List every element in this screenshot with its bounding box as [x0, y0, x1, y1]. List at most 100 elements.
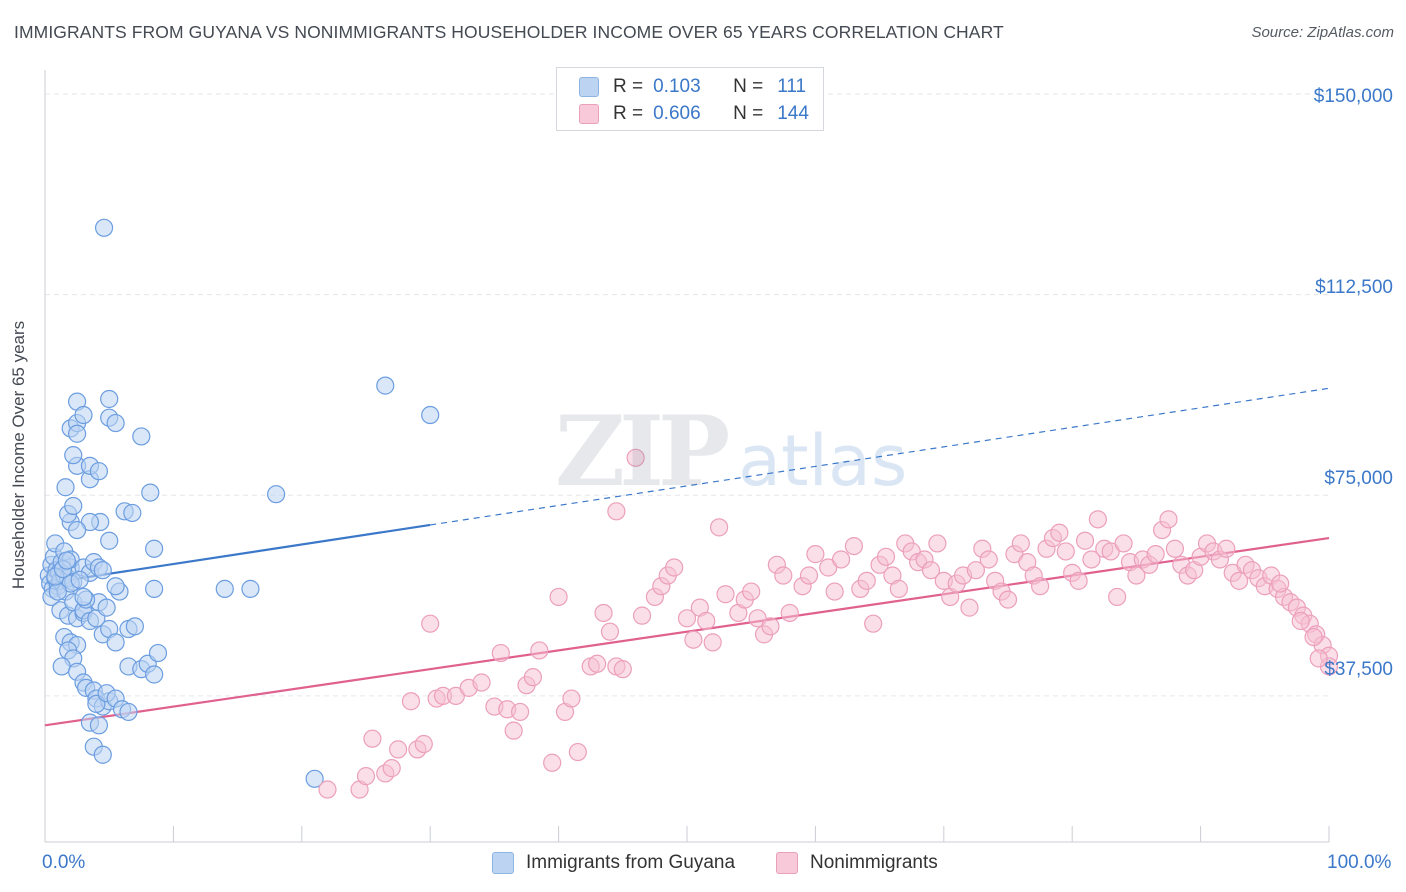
data-point-nonimmigrant: [356, 767, 376, 786]
data-point-nonimmigrant: [998, 590, 1018, 609]
data-point-guyana: [93, 745, 112, 764]
data-point-nonimmigrant: [607, 502, 626, 521]
data-point-guyana: [145, 579, 164, 598]
legend-item-guyana: Immigrants from Guyana: [492, 852, 735, 874]
data-point-nonimmigrant: [716, 585, 735, 604]
legend-item-nonimmigrants: Nonimmigrants: [776, 852, 938, 874]
n-value: 111: [777, 76, 807, 97]
data-point-guyana: [376, 376, 395, 395]
data-point-nonimmigrant: [382, 759, 401, 778]
data-point-nonimmigrant: [1159, 510, 1178, 529]
data-point-nonimmigrant: [1082, 550, 1101, 569]
data-point-guyana: [80, 512, 100, 532]
blue-swatch: [579, 77, 599, 97]
data-point-nonimmigrant: [780, 603, 799, 623]
legend-label: Immigrants from Guyana: [526, 852, 736, 873]
data-point-nonimmigrant: [523, 668, 543, 687]
data-point-nonimmigrant: [588, 654, 607, 673]
blue-swatch: [492, 852, 514, 874]
data-point-nonimmigrant: [1127, 566, 1146, 585]
data-point-nonimmigrant: [626, 448, 645, 467]
r-value: 0.103: [653, 76, 701, 97]
data-point-guyana: [93, 561, 112, 580]
legend-row-nonimmigrants: R = 0.606 N = 144: [579, 102, 809, 126]
data-point-nonimmigrant: [1309, 649, 1328, 668]
data-point-nonimmigrant: [401, 692, 421, 711]
data-point-guyana: [145, 539, 164, 558]
data-point-guyana: [52, 657, 71, 676]
data-point-nonimmigrant: [1271, 574, 1290, 593]
data-point-nonimmigrant: [1304, 627, 1323, 647]
data-point-guyana: [305, 769, 324, 788]
y-axis-label: Householder Income Over 65 years: [9, 320, 28, 590]
series-nonimmigrants-points: [318, 448, 1339, 799]
y-tick-label: $37,500: [1324, 659, 1393, 680]
data-point-guyana: [267, 485, 286, 504]
data-point-nonimmigrant: [318, 780, 337, 799]
data-point-guyana: [56, 478, 75, 497]
x-tick-label-min: 0.0%: [42, 852, 86, 873]
data-point-nonimmigrant: [562, 689, 581, 708]
data-point-nonimmigrant: [1075, 531, 1095, 550]
data-point-nonimmigrant: [844, 536, 864, 556]
data-point-nonimmigrant: [1056, 542, 1075, 561]
data-point-nonimmigrant: [960, 598, 979, 617]
data-point-guyana: [145, 665, 164, 684]
data-point-nonimmigrant: [928, 534, 947, 553]
data-point-nonimmigrant: [825, 582, 844, 601]
data-point-nonimmigrant: [876, 547, 896, 566]
source-label: Source: ZipAtlas.com: [1251, 24, 1394, 41]
data-point-nonimmigrant: [1088, 510, 1107, 529]
data-point-nonimmigrant: [921, 561, 941, 580]
data-point-guyana: [106, 577, 125, 596]
data-point-nonimmigrant: [389, 740, 408, 759]
data-point-nonimmigrant: [806, 545, 825, 564]
data-point-nonimmigrant: [684, 630, 703, 649]
data-point-guyana: [48, 582, 67, 601]
chart-title: IMMIGRANTS FROM GUYANA VS NONIMMIGRANTS …: [14, 22, 1004, 42]
data-point-nonimmigrant: [761, 617, 780, 636]
data-point-guyana: [89, 462, 109, 481]
trend-line-guyana-extrapolated: [430, 387, 1330, 526]
data-point-nonimmigrant: [568, 742, 587, 762]
data-point-nonimmigrant: [504, 721, 523, 740]
data-point-guyana: [100, 531, 119, 550]
data-point-nonimmigrant: [414, 734, 433, 754]
data-point-guyana: [97, 598, 116, 617]
data-point-nonimmigrant: [632, 606, 652, 625]
series-guyana-points: [39, 218, 440, 788]
r-label: R =: [613, 103, 644, 124]
data-point-nonimmigrant: [446, 686, 465, 705]
data-point-guyana: [74, 405, 93, 425]
data-point-guyana: [215, 579, 234, 598]
data-point-nonimmigrant: [1114, 534, 1133, 553]
data-point-nonimmigrant: [1050, 523, 1069, 542]
data-point-nonimmigrant: [889, 579, 908, 598]
correlation-legend: R = 0.103 N = 111 R = 0.606 N = 144: [556, 67, 824, 131]
trend-line-nonimmigrants: [44, 536, 1330, 727]
r-label: R =: [613, 76, 644, 97]
data-point-nonimmigrant: [1101, 542, 1120, 561]
n-value: 144: [777, 103, 809, 124]
data-point-nonimmigrant: [472, 673, 491, 692]
data-point-guyana: [57, 551, 76, 570]
data-point-guyana: [64, 496, 83, 516]
data-point-nonimmigrant: [421, 614, 440, 633]
data-point-nonimmigrant: [697, 611, 716, 631]
data-point-nonimmigrant: [363, 729, 382, 748]
data-point-guyana: [148, 643, 168, 663]
n-label: N =: [733, 103, 764, 124]
data-point-guyana: [100, 389, 119, 409]
pink-swatch: [579, 104, 599, 124]
data-point-nonimmigrant: [709, 518, 729, 537]
data-point-nonimmigrant: [594, 603, 613, 623]
data-point-guyana: [106, 413, 125, 433]
data-point-nonimmigrant: [677, 609, 697, 628]
data-point-nonimmigrant: [748, 609, 767, 628]
zipatlas-watermark: ZIP atlas: [555, 395, 908, 508]
data-point-nonimmigrant: [1230, 571, 1249, 590]
data-point-guyana: [241, 579, 260, 598]
legend-row-guyana: R = 0.103 N = 111: [579, 75, 806, 99]
data-point-guyana: [421, 405, 440, 425]
